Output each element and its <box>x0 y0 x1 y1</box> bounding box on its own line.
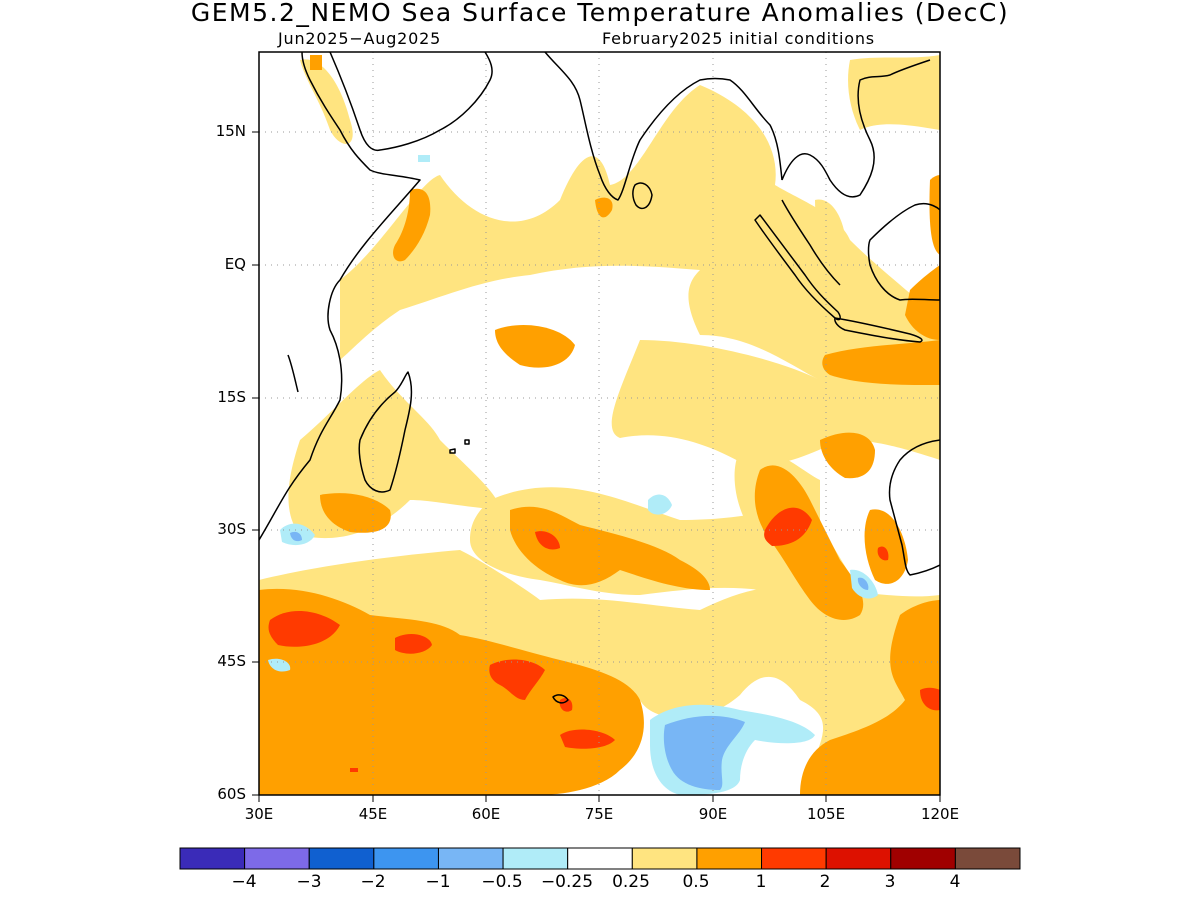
anomaly-fields <box>259 55 940 795</box>
coastline-reunion <box>464 439 470 445</box>
colorbar-swatch <box>696 847 763 870</box>
lon-label-105e: 105E <box>806 805 846 823</box>
coastline-mauritius <box>449 448 456 454</box>
axis-ticks <box>252 131 941 802</box>
coastline-java <box>834 317 923 343</box>
coastline-sri-lanka <box>632 182 653 210</box>
colorbar-swatch <box>825 847 892 870</box>
colorbar-label: −2 <box>360 872 386 892</box>
colorbar-swatch <box>954 847 1021 870</box>
colorbar <box>179 847 1021 870</box>
colorbar-label: 1 <box>755 872 767 892</box>
colorbar-swatch <box>308 847 375 870</box>
coastline-borneo <box>867 202 940 301</box>
colorbar-label: −3 <box>296 872 322 892</box>
coastline-africa <box>259 52 421 541</box>
initial-conditions: February2025 initial conditions <box>602 29 875 48</box>
colorbar-swatch <box>502 847 569 870</box>
coastlines <box>259 52 940 704</box>
coastline-indochina <box>781 59 931 198</box>
colorbar-label: 0.25 <box>612 872 650 892</box>
colorbar-swatch <box>179 847 246 870</box>
colorbar-label: 3 <box>884 872 896 892</box>
lon-label-120e: 120E <box>920 805 960 823</box>
forecast-period: Jun2025−Aug2025 <box>278 29 442 48</box>
lon-label-30e: 30E <box>244 805 274 823</box>
coastline-mozambique-channel <box>287 354 299 393</box>
colorbar-label: −1 <box>425 872 451 892</box>
lat-label-30s: 30S <box>217 520 246 538</box>
lat-label-15s: 15S <box>217 388 246 406</box>
lon-label-60e: 60E <box>471 805 501 823</box>
anomaly-region-moderate-warm <box>259 55 940 795</box>
colorbar-swatch <box>244 847 310 870</box>
anomaly-region-moderate-cool <box>290 531 869 790</box>
lat-label-eq: EQ <box>224 255 246 273</box>
coastline-india <box>544 52 783 201</box>
lat-label-15n: 15N <box>215 122 246 140</box>
colorbar-label: −4 <box>231 872 257 892</box>
colorbar-swatch <box>373 847 439 870</box>
colorbar-swatch <box>437 847 504 870</box>
colorbar-label: −0.25 <box>540 872 594 892</box>
colorbar-swatch <box>761 847 827 870</box>
lon-label-90e: 90E <box>698 805 728 823</box>
lat-label-60s: 60S <box>217 785 246 803</box>
coastline-madagascar <box>358 371 413 493</box>
colorbar-label: 4 <box>949 872 961 892</box>
lon-label-75e: 75E <box>584 805 614 823</box>
colorbar-swatch <box>890 847 956 870</box>
lon-label-45e: 45E <box>358 805 388 823</box>
coastline-arabia <box>329 52 493 152</box>
coastline-malay-peninsula <box>781 199 841 286</box>
coastline-kerguelen <box>552 694 569 704</box>
colorbar-label: −0.5 <box>481 872 523 892</box>
colorbar-label: 0.5 <box>682 872 710 892</box>
colorbar-label: 2 <box>819 872 831 892</box>
colorbar-swatch <box>567 847 633 870</box>
anomaly-region-strong-warm <box>268 507 940 772</box>
map-title: GEM5.2_NEMO Sea Surface Temperature Anom… <box>190 0 1010 27</box>
coastline-australia <box>888 439 940 576</box>
lat-label-45s: 45S <box>217 652 246 670</box>
colorbar-swatch <box>631 847 698 870</box>
